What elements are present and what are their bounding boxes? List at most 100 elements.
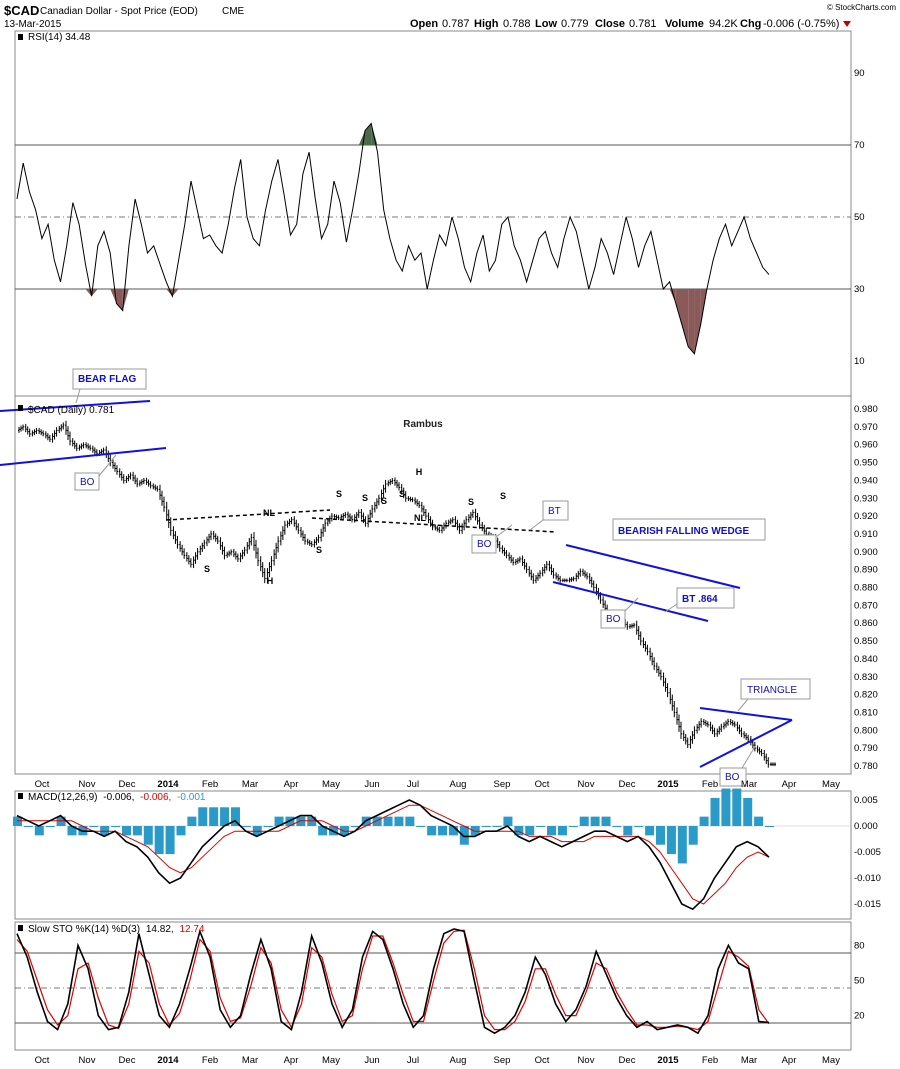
bt2-annotation: BT .864: [664, 587, 735, 613]
high-label: High: [474, 18, 499, 30]
macd-histogram-bar: [547, 826, 557, 836]
rsi-oversold-fill: [91, 289, 98, 297]
sto-title-d-value: 12.74: [179, 924, 204, 935]
bottom-month-label: Jul: [407, 1055, 419, 1066]
bt1-annotation: BT: [529, 500, 569, 531]
top-month-label: Apr: [782, 779, 797, 790]
rsi-panel: RSI(14) 34.48 90 70 50 30 10: [14, 30, 865, 397]
macd-histogram-bar: [459, 826, 469, 845]
rsi-tick-label: 30: [854, 284, 865, 295]
top-month-label: Aug: [450, 779, 467, 790]
macd-histogram-bar: [612, 826, 622, 827]
chg-label: Chg: [740, 18, 761, 30]
rsi-tick-label: 70: [854, 140, 865, 151]
bo1-label: BO: [80, 477, 95, 488]
macd-histogram-bar: [448, 826, 458, 836]
macd-legend-swatch: [18, 793, 23, 799]
volume-value: 94.2K: [709, 18, 738, 30]
sto-panel: Slow STO %K(14) %D(3) 14.82, 12.74 80 50 2…: [14, 921, 865, 1051]
macd-tick-label: -0.015: [854, 899, 881, 910]
rsi-oversold-fill: [675, 289, 682, 325]
macd-title-signal-value: -0.006,: [140, 792, 171, 803]
pattern-label: NL: [414, 513, 426, 523]
pattern-labels: S H S NL S S S S H NL S S: [204, 467, 506, 586]
top-month-label: Jul: [407, 779, 419, 790]
pattern-label: S: [500, 491, 506, 501]
macd-histogram-bar: [601, 816, 611, 826]
macd-title-macd-value: -0.006,: [103, 792, 134, 803]
rsi-title-text: RSI(14) 34.48: [28, 32, 91, 43]
bo3-annotation: BO: [600, 597, 639, 629]
rsi-legend-swatch: [18, 34, 23, 40]
bear-flag-upper-line: [0, 400, 151, 412]
bottom-month-label: Feb: [202, 1055, 218, 1066]
falling-wedge-annotation: BEARISH FALLING WEDGE: [612, 518, 766, 541]
macd-histogram-bar: [318, 826, 328, 836]
bottom-month-label: Jun: [364, 1055, 379, 1066]
macd-histogram-bar: [656, 826, 666, 845]
top-month-label: Jun: [364, 779, 379, 790]
triangle-label: TRIANGLE: [747, 685, 797, 696]
security-name: Canadian Dollar - Spot Price (EOD): [40, 6, 198, 17]
macd-histogram-bar: [634, 826, 644, 827]
exchange: CME: [222, 6, 245, 17]
pattern-label: S: [399, 489, 405, 499]
price-tick-label: 0.840: [854, 654, 878, 665]
top-month-label: Dec: [619, 779, 636, 790]
price-tick-label: 0.950: [854, 458, 878, 469]
down-triangle-icon: [843, 21, 851, 27]
price-tick-label: 0.860: [854, 618, 878, 629]
pattern-label: S: [316, 545, 322, 555]
bottom-month-label: Aug: [450, 1055, 467, 1066]
macd-histogram-bar: [230, 807, 240, 826]
watermark-label: Rambus: [403, 419, 443, 430]
rsi-overbought-fill: [365, 123, 372, 145]
macd-histogram-bar: [416, 826, 426, 827]
pattern-label: H: [416, 467, 423, 477]
macd-histogram-bar: [143, 826, 153, 845]
close-value: 0.781: [629, 18, 657, 30]
macd-histogram-bar: [754, 816, 764, 826]
macd-histogram-bar: [263, 826, 273, 827]
pattern-label: S: [362, 493, 368, 503]
rsi-oversold-fill: [85, 289, 92, 297]
macd-histogram-bar: [220, 807, 230, 826]
price-tick-label: 0.980: [854, 404, 878, 415]
macd-histogram-bar: [34, 826, 44, 836]
bottom-month-label: Feb: [702, 1055, 718, 1066]
macd-histogram-bar: [176, 826, 186, 836]
top-month-label: Apr: [284, 779, 299, 790]
top-month-label: Nov: [79, 779, 96, 790]
macd-histogram-bar: [383, 816, 393, 826]
rsi-oversold-fill: [172, 289, 179, 297]
macd-histogram-bar: [438, 826, 448, 836]
falling-wedge-label: BEARISH FALLING WEDGE: [618, 526, 749, 537]
bottom-month-label: Oct: [35, 1055, 50, 1066]
triangle-pointer: [737, 698, 749, 712]
bottom-month-label: Mar: [741, 1055, 757, 1066]
macd-histogram-bar: [470, 826, 480, 836]
wedge-lower-line: [552, 581, 709, 622]
macd-histogram-bar: [557, 826, 567, 836]
bo4-box: [719, 767, 747, 787]
triangle-upper-line: [699, 707, 793, 721]
sto-k-line: [16, 928, 770, 1035]
macd-histogram-bar: [67, 826, 77, 836]
rsi-tick-label: 90: [854, 68, 865, 79]
macd-histogram-bar: [492, 826, 502, 827]
triangle-box: [740, 678, 811, 700]
macd-histogram-bar: [765, 826, 774, 827]
high-value: 0.788: [503, 18, 531, 30]
price-tick-label: 0.850: [854, 636, 878, 647]
top-month-label: Feb: [202, 779, 218, 790]
macd-histogram-bar: [568, 826, 578, 827]
bo2-annotation: BO: [471, 524, 513, 554]
macd-histogram-bar: [372, 816, 382, 826]
price-tick-label: 0.970: [854, 422, 878, 433]
macd-histogram-bar: [252, 826, 262, 836]
macd-histogram-bar: [132, 826, 142, 836]
pattern-label: S: [468, 497, 474, 507]
macd-histogram-bar: [89, 826, 99, 827]
price-tick-label: 0.790: [854, 743, 878, 754]
price-legend-swatch: [18, 405, 23, 411]
